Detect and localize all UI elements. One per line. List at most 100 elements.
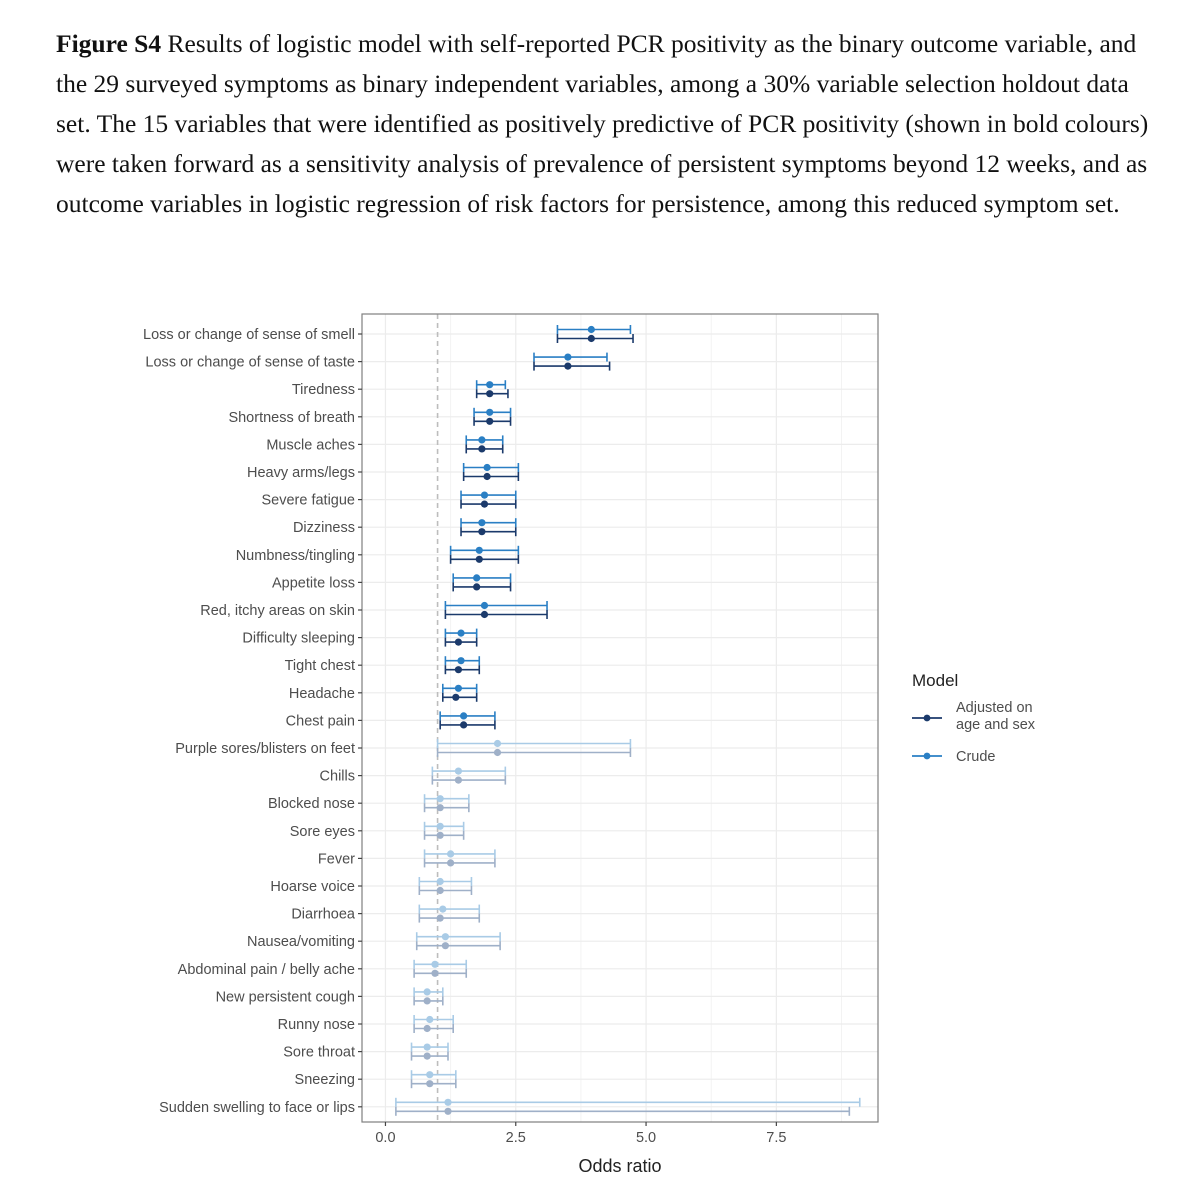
symptom-label: Sore eyes bbox=[290, 824, 355, 840]
crude-estimate bbox=[410, 1042, 449, 1052]
legend-entry-crude: Crude bbox=[912, 749, 996, 765]
adjusted-point bbox=[473, 583, 481, 591]
adjusted-point bbox=[486, 390, 494, 398]
adjusted-estimate bbox=[436, 748, 632, 757]
symptom-label: Chest pain bbox=[286, 713, 355, 729]
adjusted-point bbox=[436, 914, 444, 922]
crude-estimate bbox=[444, 601, 548, 610]
crude-point bbox=[564, 353, 572, 361]
crude-estimate bbox=[413, 987, 444, 997]
symptom-label: Purple sores/blisters on feet bbox=[175, 741, 355, 757]
adjusted-estimate bbox=[462, 472, 520, 481]
axis-layer: Loss or change of sense of smell Loss or … bbox=[143, 327, 786, 1176]
legend-key-point bbox=[923, 714, 931, 722]
crude-point bbox=[486, 408, 494, 416]
adjusted-point bbox=[475, 555, 483, 563]
legend-label: age and sex bbox=[956, 717, 1036, 733]
crude-estimate bbox=[556, 325, 632, 334]
symptom-label: Headache bbox=[289, 686, 355, 702]
x-tick-label: 0.0 bbox=[375, 1130, 395, 1146]
legend-label: Adjusted on bbox=[956, 700, 1033, 716]
adjusted-point bbox=[423, 1024, 431, 1033]
crude-point bbox=[457, 629, 465, 637]
crude-estimate bbox=[423, 821, 465, 831]
crude-estimate bbox=[413, 959, 468, 969]
x-axis-label: Odds ratio bbox=[578, 1156, 661, 1176]
crude-point bbox=[480, 601, 489, 610]
crude-point bbox=[478, 436, 486, 444]
panel-border-layer bbox=[361, 313, 879, 1123]
adjusted-estimate bbox=[431, 775, 507, 785]
adjusted-estimate bbox=[413, 996, 444, 1006]
crude-point bbox=[436, 877, 444, 886]
figure-caption: Figure S4 Results of logistic model with… bbox=[56, 24, 1166, 224]
crude-estimate bbox=[418, 904, 481, 914]
symptom-label: Heavy arms/legs bbox=[247, 465, 355, 481]
symptom-label: Abdominal pain / belly ache bbox=[178, 962, 355, 978]
crude-estimate bbox=[460, 518, 517, 528]
crude-estimate bbox=[410, 1070, 457, 1080]
adjusted-estimate bbox=[423, 858, 496, 868]
panel-border bbox=[361, 313, 879, 1123]
crude-estimate bbox=[444, 656, 481, 666]
adjusted-estimate bbox=[444, 665, 481, 675]
crude-point bbox=[447, 850, 455, 858]
symptom-label: Dizziness bbox=[293, 520, 355, 536]
x-tick-label: 2.5 bbox=[506, 1130, 526, 1146]
crude-point bbox=[460, 712, 468, 720]
grid-layer bbox=[362, 314, 878, 1122]
crude-point bbox=[436, 795, 444, 803]
symptom-label: Muscle aches bbox=[266, 437, 355, 453]
adjusted-point bbox=[486, 417, 494, 425]
crude-estimate bbox=[449, 545, 520, 555]
legend-key-point bbox=[923, 752, 931, 760]
adjusted-point bbox=[423, 997, 431, 1005]
crude-estimate bbox=[452, 573, 512, 583]
crude-point bbox=[480, 491, 489, 499]
crude-point bbox=[475, 546, 483, 554]
adjusted-point bbox=[436, 804, 444, 812]
symptom-label: Severe fatigue bbox=[261, 493, 355, 509]
crude-estimate bbox=[533, 352, 608, 362]
adjusted-point bbox=[436, 831, 444, 839]
symptom-label: Shortness of breath bbox=[228, 410, 355, 426]
crude-point bbox=[454, 767, 463, 775]
crude-point bbox=[478, 519, 486, 527]
adjusted-estimate bbox=[418, 886, 473, 895]
crude-point bbox=[426, 1071, 434, 1079]
adjusted-point bbox=[493, 748, 502, 757]
adjusted-estimate bbox=[460, 499, 517, 509]
adjusted-estimate bbox=[441, 692, 478, 702]
marks-layer bbox=[395, 325, 861, 1116]
crude-estimate bbox=[441, 683, 478, 693]
crude-estimate bbox=[415, 932, 501, 942]
crude-point bbox=[439, 905, 447, 913]
crude-point bbox=[423, 1043, 431, 1051]
adjusted-point bbox=[480, 500, 489, 508]
figure-label: Figure S4 bbox=[56, 29, 162, 58]
adjusted-estimate bbox=[415, 941, 501, 951]
symptom-label: Loss or change of sense of taste bbox=[145, 355, 355, 371]
symptom-label: Nausea/vomiting bbox=[247, 934, 355, 950]
crude-estimate bbox=[475, 380, 507, 390]
x-tick-label: 7.5 bbox=[766, 1130, 786, 1146]
crude-estimate bbox=[418, 877, 473, 886]
symptom-label: Tight chest bbox=[285, 658, 355, 674]
adjusted-point bbox=[483, 472, 491, 481]
crude-point bbox=[486, 381, 494, 389]
crude-point bbox=[426, 1015, 434, 1024]
adjusted-point bbox=[478, 528, 486, 536]
adjusted-estimate bbox=[413, 1024, 455, 1033]
crude-estimate bbox=[423, 849, 496, 859]
adjusted-estimate bbox=[444, 610, 548, 619]
crude-point bbox=[441, 933, 449, 941]
adjusted-point bbox=[426, 1080, 434, 1088]
crude-point bbox=[483, 463, 491, 472]
adjusted-estimate bbox=[410, 1079, 457, 1089]
x-tick-label: 5.0 bbox=[636, 1130, 656, 1146]
adjusted-point bbox=[460, 721, 468, 729]
adjusted-point bbox=[441, 942, 449, 950]
